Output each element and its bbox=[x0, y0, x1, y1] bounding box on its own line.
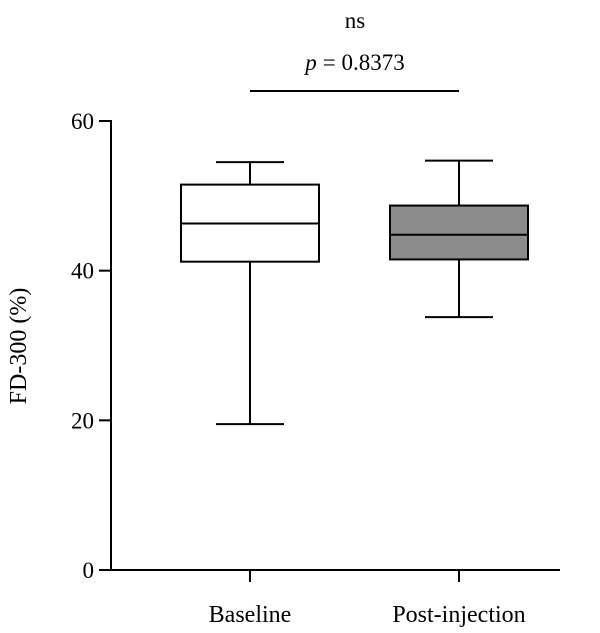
y-tick-label: 20 bbox=[71, 408, 94, 433]
significance-annotation: ns p = 0.8373 bbox=[250, 8, 459, 92]
iqr-box bbox=[389, 204, 529, 261]
y-axis-title: FD-300 (%) bbox=[6, 288, 32, 405]
y-tick-label: 0 bbox=[83, 558, 95, 583]
p-value-label: p = 0.8373 bbox=[303, 50, 404, 75]
boxes bbox=[180, 159, 529, 426]
significance-label: ns bbox=[345, 8, 366, 33]
x-ticks: Baseline Post-injection bbox=[209, 570, 526, 628]
y-ticks: 0 20 40 60 bbox=[71, 109, 111, 583]
box-post-injection bbox=[389, 159, 529, 319]
p-symbol: p bbox=[303, 50, 317, 75]
x-category-label: Post-injection bbox=[392, 602, 525, 628]
axes bbox=[110, 120, 560, 571]
x-category-label: Baseline bbox=[209, 602, 292, 628]
y-tick-label: 40 bbox=[71, 259, 94, 284]
box-baseline bbox=[180, 161, 320, 426]
y-tick-label: 60 bbox=[71, 109, 94, 134]
p-value-text: = 0.8373 bbox=[323, 50, 405, 75]
